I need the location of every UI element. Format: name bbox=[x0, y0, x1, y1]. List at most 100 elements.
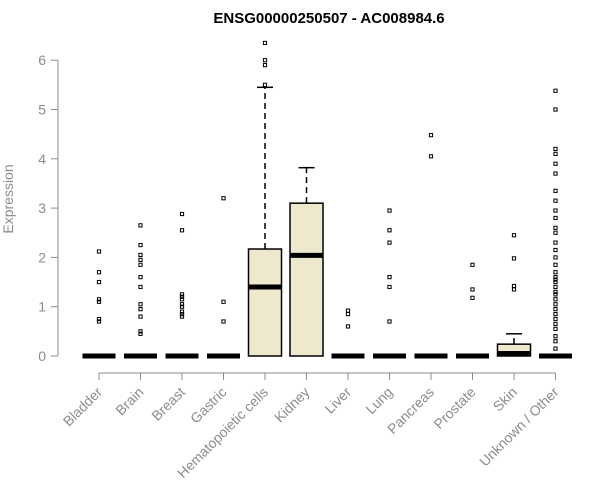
outlier-point bbox=[553, 302, 558, 307]
outlier-point bbox=[96, 279, 102, 285]
outlier-point bbox=[138, 242, 143, 248]
y-tick-label: 1 bbox=[38, 299, 46, 315]
outlier-point bbox=[262, 40, 268, 46]
plot-area bbox=[82, 40, 572, 359]
outlier-point bbox=[345, 308, 351, 313]
outlier-point bbox=[511, 287, 517, 292]
outlier-point bbox=[138, 329, 143, 334]
outlier-point bbox=[262, 82, 268, 87]
outlier-point bbox=[428, 154, 434, 159]
outlier-point bbox=[387, 284, 392, 290]
outlier-point bbox=[553, 270, 558, 275]
outlier-point bbox=[553, 161, 558, 166]
x-tick-label: Liver bbox=[321, 384, 354, 417]
x-tick-label: Prostate bbox=[430, 384, 478, 432]
outlier-point bbox=[179, 228, 185, 233]
outlier-point bbox=[553, 146, 558, 152]
outlier-point bbox=[179, 211, 185, 217]
outlier-point bbox=[553, 247, 558, 253]
box-group bbox=[456, 262, 489, 359]
outlier-point bbox=[553, 230, 558, 235]
outlier-point bbox=[553, 326, 558, 331]
y-axis-label: Expression bbox=[0, 164, 16, 233]
y-tick-label: 4 bbox=[38, 151, 46, 167]
outlier-point bbox=[179, 292, 185, 297]
x-tick-label: Kidney bbox=[271, 384, 313, 426]
outlier-point bbox=[387, 240, 392, 245]
outlier-point bbox=[138, 284, 143, 290]
outlier-point bbox=[511, 233, 517, 238]
chart-title: ENSG00000250507 - AC008984.6 bbox=[213, 10, 444, 27]
outlier-point bbox=[428, 133, 434, 138]
outlier-point bbox=[553, 311, 558, 317]
outlier-point bbox=[553, 321, 558, 327]
outlier-point bbox=[553, 316, 558, 322]
outlier-point bbox=[553, 262, 558, 267]
outlier-point bbox=[179, 302, 185, 307]
outlier-point bbox=[138, 252, 143, 258]
outlier-point bbox=[179, 294, 185, 299]
outlier-point bbox=[138, 307, 143, 312]
box-group bbox=[165, 211, 199, 359]
outlier-point bbox=[553, 307, 558, 312]
outlier-point bbox=[387, 208, 392, 213]
outlier-point bbox=[138, 314, 143, 319]
outlier-point bbox=[553, 215, 558, 221]
x-tick-label: Breast bbox=[148, 384, 188, 424]
outlier-point bbox=[553, 88, 558, 93]
outlier-point bbox=[96, 299, 102, 304]
outlier-point bbox=[138, 262, 143, 267]
outlier-point bbox=[553, 277, 558, 282]
outlier-point bbox=[553, 240, 558, 245]
outlier-point bbox=[96, 316, 102, 322]
y-tick-label: 0 bbox=[38, 348, 46, 364]
outlier-point bbox=[345, 324, 351, 329]
outlier-point bbox=[96, 319, 102, 324]
outlier-point bbox=[96, 270, 102, 275]
outlier-point bbox=[179, 314, 185, 319]
outlier-point bbox=[96, 249, 102, 254]
outlier-point bbox=[553, 255, 558, 260]
outlier-point bbox=[470, 295, 475, 300]
y-tick-label: 3 bbox=[38, 200, 46, 216]
y-tick-label: 5 bbox=[38, 102, 46, 118]
box-group bbox=[539, 88, 572, 359]
outlier-point bbox=[553, 334, 558, 339]
outlier-point bbox=[221, 196, 226, 201]
y-tick-label: 2 bbox=[38, 249, 46, 265]
outlier-point bbox=[179, 311, 185, 317]
outlier-point bbox=[387, 275, 392, 280]
outlier-point bbox=[511, 283, 517, 289]
outlier-point bbox=[470, 262, 475, 267]
outlier-point bbox=[511, 256, 517, 261]
outlier-point bbox=[553, 339, 558, 344]
outlier-point bbox=[262, 58, 268, 63]
box-group bbox=[331, 308, 365, 359]
outlier-point bbox=[553, 292, 558, 297]
box-group bbox=[496, 233, 532, 357]
outlier-point bbox=[470, 287, 475, 292]
outlier-point bbox=[138, 302, 143, 307]
outlier-point bbox=[553, 275, 558, 280]
outlier-point bbox=[553, 208, 558, 213]
x-tick-label: Unknown / Other bbox=[476, 384, 562, 470]
box-group bbox=[289, 166, 324, 357]
outlier-point bbox=[553, 346, 558, 351]
outlier-point bbox=[221, 319, 226, 324]
outlier-point bbox=[345, 311, 351, 317]
outlier-point bbox=[553, 151, 558, 156]
outlier-point bbox=[553, 289, 558, 295]
outlier-point bbox=[138, 223, 143, 228]
outlier-point bbox=[387, 228, 392, 233]
box-group bbox=[373, 208, 406, 359]
outlier-point bbox=[262, 63, 268, 68]
outlier-point bbox=[179, 297, 185, 302]
x-tick-label: Skin bbox=[490, 384, 521, 415]
outlier-point bbox=[387, 319, 392, 324]
y-axis: 0 1 2 3 4 5 6 bbox=[38, 52, 59, 364]
outlier-point bbox=[553, 171, 558, 176]
outlier-point bbox=[553, 225, 558, 230]
box-group bbox=[124, 223, 157, 359]
